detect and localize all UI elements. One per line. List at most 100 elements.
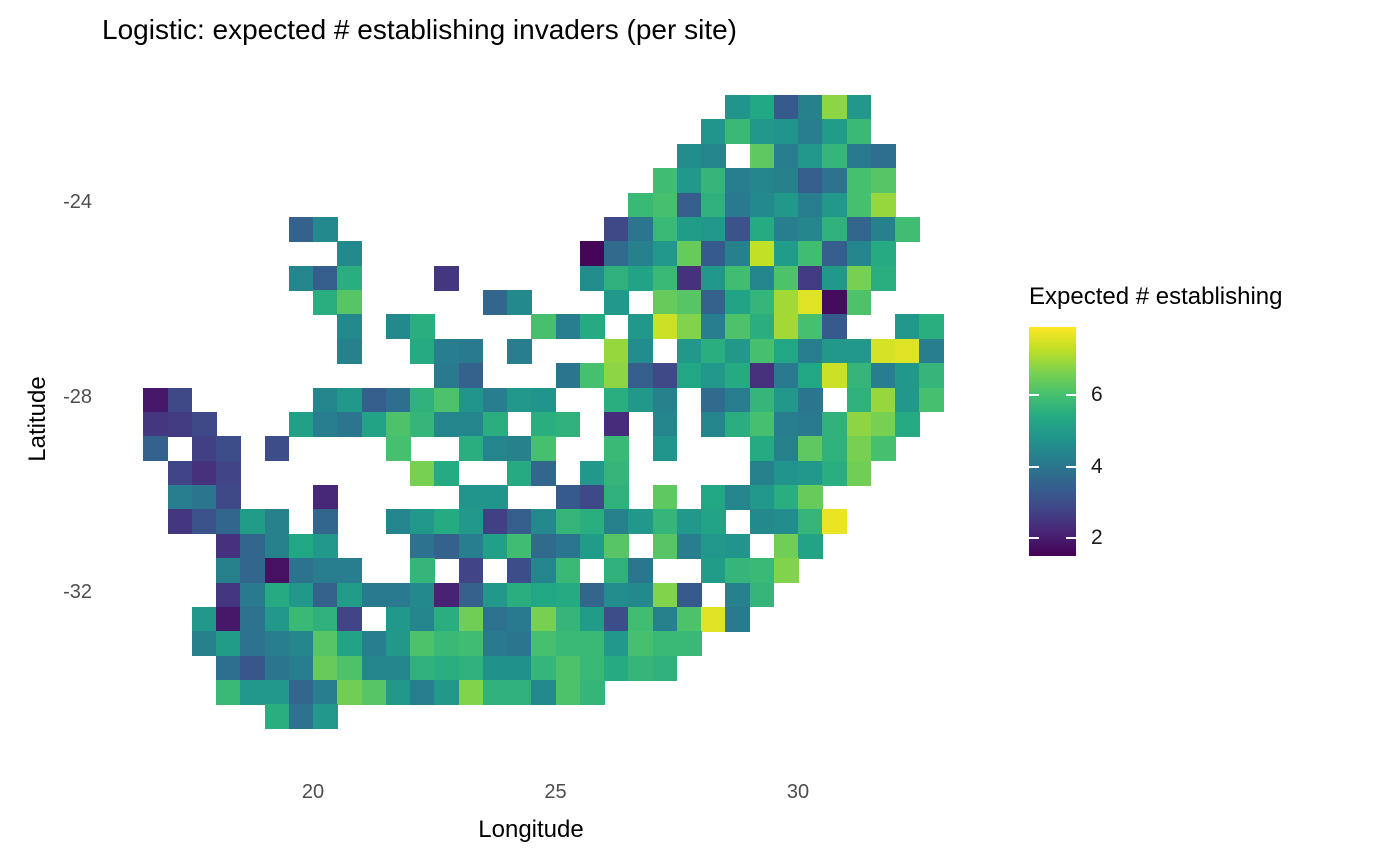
- heatmap-tile: [531, 631, 556, 657]
- heatmap-tile: [555, 655, 581, 681]
- heatmap-tile: [676, 265, 702, 291]
- heatmap-tile: [531, 509, 556, 535]
- heatmap-tile: [870, 265, 896, 291]
- heatmap-tile: [313, 680, 338, 705]
- heatmap-tile: [773, 265, 799, 291]
- heatmap-tile: [507, 460, 532, 486]
- heatmap-tile: [216, 606, 241, 632]
- heatmap-tile: [410, 387, 435, 413]
- heatmap-tile: [167, 387, 193, 413]
- heatmap-tile: [507, 387, 532, 413]
- heatmap-tile: [555, 485, 581, 510]
- heatmap-tile: [531, 411, 556, 437]
- heatmap-tile: [701, 533, 726, 559]
- heatmap-tile: [870, 411, 896, 437]
- heatmap-tile: [773, 387, 799, 413]
- heatmap-tile: [507, 436, 532, 462]
- heatmap-tile: [701, 143, 726, 169]
- heatmap-tile: [628, 241, 653, 267]
- heatmap-tile: [240, 582, 265, 608]
- heatmap-tile: [846, 338, 872, 364]
- heatmap-tile: [846, 168, 872, 193]
- heatmap-tile: [749, 192, 775, 218]
- heatmap-tile: [288, 606, 314, 632]
- heatmap-tile: [725, 95, 750, 120]
- heatmap-tile: [604, 290, 629, 315]
- heatmap-tile: [579, 460, 605, 486]
- legend-tick-mark: [1066, 465, 1076, 468]
- heatmap-tile: [482, 290, 508, 315]
- heatmap-tile: [458, 509, 484, 535]
- heatmap-tile: [652, 168, 678, 193]
- legend-tick-label: 4: [1091, 454, 1103, 478]
- heatmap-tile: [701, 290, 726, 315]
- heatmap-tile: [846, 143, 872, 169]
- heatmap-tile: [385, 411, 411, 437]
- heatmap-tile: [870, 363, 896, 388]
- heatmap-tile: [216, 558, 241, 583]
- heatmap-tile: [507, 582, 532, 608]
- heatmap-tile: [216, 509, 241, 535]
- heatmap-tile: [604, 241, 629, 267]
- heatmap-tile: [701, 606, 726, 632]
- heatmap-tile: [798, 95, 823, 120]
- heatmap-tile: [458, 680, 484, 705]
- heatmap-tile: [749, 363, 775, 388]
- heatmap-tile: [822, 411, 847, 437]
- heatmap-tile: [628, 509, 653, 535]
- heatmap-tile: [773, 363, 799, 388]
- heatmap-tile: [798, 411, 823, 437]
- heatmap-tile: [240, 631, 265, 657]
- heatmap-tile: [313, 265, 338, 291]
- heatmap-tile: [676, 314, 702, 340]
- heatmap-tile: [313, 606, 338, 632]
- heatmap-tile: [337, 631, 362, 657]
- heatmap-tile: [579, 509, 605, 535]
- heatmap-tile: [507, 655, 532, 681]
- plot-title: Logistic: expected # establishing invade…: [102, 14, 738, 45]
- heatmap-tile: [749, 509, 775, 535]
- heatmap-tile: [628, 363, 653, 388]
- heatmap-tile: [822, 363, 847, 388]
- heatmap-tile: [313, 290, 338, 315]
- heatmap-tile: [773, 314, 799, 340]
- heatmap-tile: [434, 606, 459, 632]
- heatmap-tile: [773, 241, 799, 267]
- heatmap-tile: [579, 314, 605, 340]
- heatmap-tile: [725, 192, 750, 218]
- heatmap-tile: [652, 509, 678, 535]
- heatmap-tile: [361, 655, 387, 681]
- heatmap-tile: [264, 509, 290, 535]
- heatmap-tile: [555, 509, 581, 535]
- legend-tick-mark: [1066, 537, 1076, 540]
- heatmap-tile: [725, 338, 750, 364]
- heatmap-tile: [604, 387, 629, 413]
- heatmap-tile: [652, 216, 678, 242]
- heatmap-tile: [773, 216, 799, 242]
- heatmap-tile: [628, 314, 653, 340]
- heatmap-tile: [798, 485, 823, 510]
- heatmap-tile: [773, 485, 799, 510]
- heatmap-tile: [216, 582, 241, 608]
- heatmap-tile: [313, 582, 338, 608]
- x-axis-title: Longitude: [478, 816, 584, 843]
- heatmap-tile: [216, 655, 241, 681]
- heatmap-tile: [264, 680, 290, 705]
- heatmap-tile: [919, 387, 944, 413]
- heatmap-tile: [676, 192, 702, 218]
- heatmap-tile: [458, 582, 484, 608]
- heatmap-tile: [725, 363, 750, 388]
- heatmap-tile: [773, 558, 799, 583]
- heatmap-tile: [313, 704, 338, 730]
- heatmap-tile: [798, 216, 823, 242]
- heatmap-tile: [652, 363, 678, 388]
- heatmap-tile: [410, 338, 435, 364]
- heatmap-tile: [482, 680, 508, 705]
- heatmap-tile: [676, 241, 702, 267]
- heatmap-tile: [482, 485, 508, 510]
- heatmap-tile: [216, 485, 241, 510]
- heatmap-tile: [701, 387, 726, 413]
- heatmap-tile: [337, 387, 362, 413]
- heatmap-tile: [361, 387, 387, 413]
- heatmap-tile: [482, 631, 508, 657]
